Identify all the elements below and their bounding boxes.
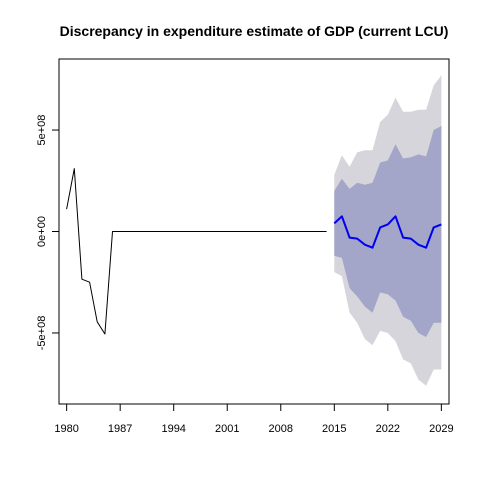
forecast-line: [333, 215, 442, 249]
series-lines: [66, 168, 442, 335]
x-tick-label: 2022: [376, 423, 400, 435]
y-tick-label: 5e+08: [36, 115, 48, 146]
forecast-band-inner: [334, 126, 442, 337]
x-axis: 1980 1987 1994 2001 2008 2015 2022 2029: [54, 403, 454, 435]
y-axis: -5e+08 0e+00 5e+08: [36, 115, 60, 351]
x-tick-label: 2008: [269, 423, 293, 435]
history-line: [66, 168, 327, 335]
x-tick-label: 1987: [108, 423, 132, 435]
x-tick-label: 2001: [215, 423, 239, 435]
y-tick-label: 0e+00: [36, 216, 48, 247]
x-tick-label: 1994: [161, 423, 185, 435]
x-tick-label: 1980: [54, 423, 78, 435]
x-tick-label: 2015: [322, 423, 346, 435]
x-tick-label: 2029: [429, 423, 453, 435]
chart-title: Discrepancy in expenditure estimate of G…: [60, 23, 449, 39]
y-tick-label: -5e+08: [36, 316, 48, 351]
forecast-bands: [334, 75, 442, 386]
